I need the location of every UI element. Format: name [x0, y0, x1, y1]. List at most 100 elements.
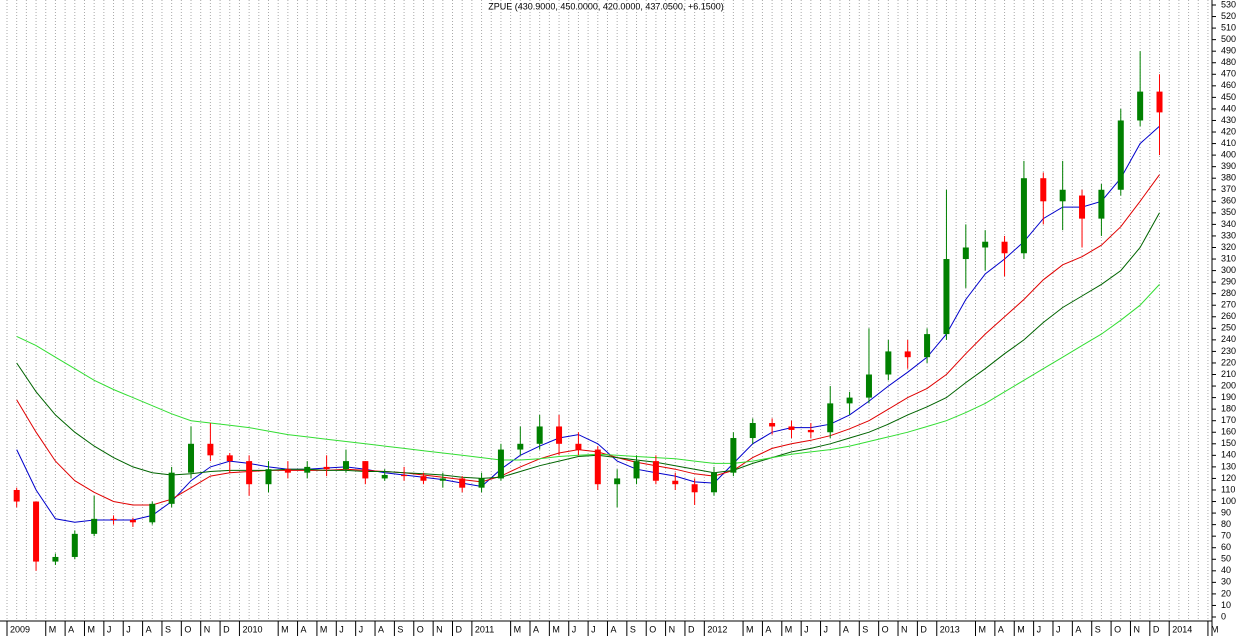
- candle-body: [1117, 120, 1124, 190]
- candle-body: [459, 478, 466, 488]
- candle-body: [652, 461, 659, 481]
- candle-body: [1001, 241, 1008, 254]
- y-tick-label: 210: [1221, 369, 1236, 379]
- y-tick-label: 60: [1221, 542, 1231, 552]
- candle-body: [284, 469, 291, 473]
- candle-body: [517, 443, 524, 450]
- x-tick-label: 2011: [475, 624, 494, 634]
- x-tick-label: 2009: [10, 624, 30, 634]
- y-tick-label: 70: [1221, 531, 1231, 541]
- candle-body: [478, 478, 485, 488]
- candle-body: [865, 374, 872, 398]
- candle-body: [614, 478, 621, 485]
- candle-body: [633, 461, 640, 479]
- x-tick-label: D: [688, 624, 695, 634]
- candle-body: [1040, 178, 1047, 202]
- candle-body: [730, 438, 737, 473]
- candle-body: [168, 472, 175, 504]
- x-tick-label: O: [184, 624, 191, 634]
- y-tick-label: 150: [1221, 438, 1236, 448]
- candle-body: [33, 501, 40, 562]
- x-tick-label: M: [1211, 624, 1219, 634]
- y-tick-label: 0: [1221, 611, 1226, 621]
- y-tick-label: 300: [1221, 265, 1236, 275]
- y-tick-label: 110: [1221, 484, 1235, 494]
- candle-body: [323, 466, 330, 470]
- candle-body: [904, 351, 911, 358]
- x-tick-label: 2012: [707, 624, 727, 634]
- y-tick-label: 430: [1221, 115, 1236, 125]
- candle-body: [1156, 91, 1163, 113]
- candle-body: [207, 443, 214, 456]
- x-tick-label: 2010: [242, 624, 262, 634]
- x-tick-label: S: [397, 624, 403, 634]
- candle-body: [691, 484, 698, 493]
- y-tick-label: 190: [1221, 392, 1236, 402]
- x-tick-label: O: [649, 624, 656, 634]
- y-tick-label: 130: [1221, 461, 1236, 471]
- candle-body: [943, 259, 950, 335]
- x-tick-label: A: [301, 624, 307, 634]
- y-tick-label: 200: [1221, 380, 1236, 390]
- x-tick-label: M: [1017, 624, 1025, 634]
- y-tick-label: 530: [1221, 0, 1236, 9]
- x-tick-label: D: [456, 624, 463, 634]
- x-tick-label: M: [552, 624, 560, 634]
- x-tick-label: O: [882, 624, 889, 634]
- x-tick-label: J: [572, 624, 577, 634]
- candle-body: [71, 533, 78, 557]
- x-tick-label: N: [901, 624, 908, 634]
- x-tick-label: M: [87, 624, 95, 634]
- candle-body: [711, 472, 718, 493]
- candle-body: [1137, 91, 1144, 121]
- x-tick-label: 2014: [1172, 624, 1192, 634]
- x-tick-label: M: [746, 624, 754, 634]
- y-tick-label: 280: [1221, 288, 1236, 298]
- y-tick-label: 340: [1221, 219, 1236, 229]
- y-tick-label: 440: [1221, 103, 1236, 113]
- y-tick-label: 20: [1221, 588, 1231, 598]
- candle-body: [749, 423, 756, 439]
- candle-body: [91, 518, 98, 534]
- x-tick-label: M: [979, 624, 987, 634]
- x-tick-label: A: [146, 624, 152, 634]
- y-tick-label: 400: [1221, 149, 1236, 159]
- candle-body: [807, 429, 814, 433]
- x-tick-label: S: [862, 624, 868, 634]
- x-tick-label: M: [320, 624, 328, 634]
- y-tick-label: 250: [1221, 323, 1236, 333]
- candle-body: [110, 518, 117, 521]
- candle-body: [13, 489, 20, 502]
- candle-body: [846, 397, 853, 404]
- x-tick-label: A: [998, 624, 1004, 634]
- candle-body: [401, 474, 408, 477]
- x-tick-label: O: [1114, 624, 1121, 634]
- x-tick-label: M: [514, 624, 522, 634]
- x-tick-label: O: [417, 624, 424, 634]
- y-tick-label: 480: [1221, 57, 1236, 67]
- candle-body: [885, 351, 892, 375]
- candle-body: [924, 334, 931, 358]
- y-tick-label: 460: [1221, 80, 1236, 90]
- x-tick-label: J: [1056, 624, 1061, 634]
- candle-body: [362, 461, 369, 479]
- candle-body: [672, 480, 679, 485]
- y-tick-label: 330: [1221, 230, 1236, 240]
- x-tick-label: J: [804, 624, 809, 634]
- x-tick-label: N: [204, 624, 211, 634]
- candle-body: [129, 520, 136, 523]
- x-tick-label: M: [49, 624, 57, 634]
- y-tick-label: 420: [1221, 126, 1236, 136]
- y-tick-label: 380: [1221, 173, 1236, 183]
- y-tick-label: 40: [1221, 565, 1231, 575]
- x-tick-label: J: [107, 624, 112, 634]
- x-tick-label: S: [630, 624, 636, 634]
- x-tick-label: J: [591, 624, 596, 634]
- x-tick-label: N: [669, 624, 676, 634]
- y-tick-label: 350: [1221, 207, 1236, 217]
- candle-body: [556, 426, 563, 444]
- x-tick-label: A: [1075, 624, 1081, 634]
- x-tick-label: J: [126, 624, 131, 634]
